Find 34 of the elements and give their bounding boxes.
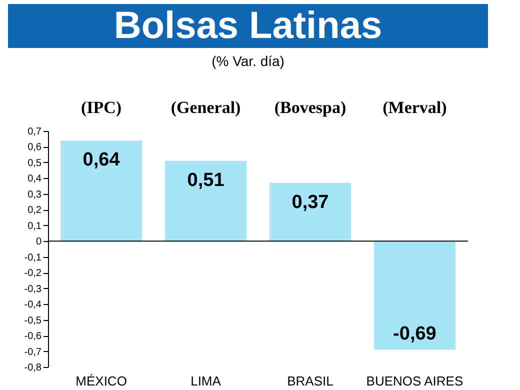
data-label: -0,69	[393, 324, 436, 345]
x-tick-label: BUENOS AIRES	[366, 374, 464, 388]
x-tick-label: BRASIL	[287, 374, 334, 388]
y-tick-label: 0,3	[28, 189, 42, 200]
y-tick-label: 0,4	[28, 174, 42, 185]
chart-title: Bolsas Latinas	[114, 5, 382, 47]
y-tick-label: -0,8	[24, 362, 42, 374]
x-tick-label: LIMA	[190, 374, 222, 388]
y-tick-label: 0,2	[28, 205, 42, 216]
y-tick-label: -0,2	[24, 268, 42, 280]
bar	[60, 140, 142, 242]
text: (General)	[170, 98, 241, 117]
data-label: 0,51	[187, 170, 225, 191]
y-tick-label: 0,6	[28, 142, 42, 154]
bar	[165, 160, 247, 242]
y-tick-label: -0,7	[24, 346, 42, 358]
data-label: 0,64	[82, 149, 120, 170]
y-tick-label: -0,5	[24, 315, 42, 326]
y-tick-label: -0,1	[24, 252, 42, 264]
text: (Merval)	[382, 98, 447, 117]
y-tick-label: -0,3	[24, 284, 42, 295]
y-tick-label: 0,7	[28, 126, 42, 138]
x-tick-label: MÉXICO	[76, 374, 127, 388]
bar	[269, 182, 351, 242]
y-tick-label: -0,4	[24, 300, 42, 311]
bar	[374, 241, 456, 350]
text: (Bovespa)	[274, 98, 346, 117]
text: (IPC)	[80, 98, 122, 117]
y-tick-label: 0,1	[28, 220, 42, 232]
y-tick-label: 0	[36, 236, 42, 248]
y-tick-label: -0,6	[24, 331, 42, 342]
data-label: 0,37	[292, 192, 329, 213]
y-tick-label: 0,5	[28, 158, 42, 169]
chart-subtitle: (% Var. día)	[212, 53, 284, 69]
